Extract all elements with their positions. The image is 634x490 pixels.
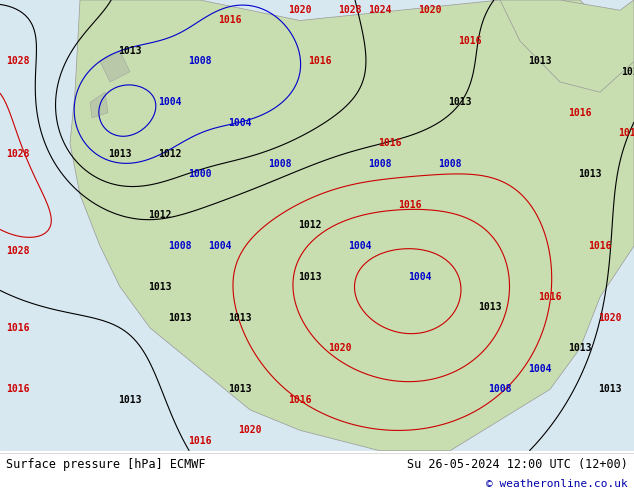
- Text: 1004: 1004: [528, 364, 552, 374]
- Text: 1020: 1020: [598, 313, 622, 322]
- Text: 1016: 1016: [588, 241, 612, 251]
- Polygon shape: [90, 92, 108, 118]
- Text: 1013: 1013: [578, 169, 602, 179]
- Text: 1013: 1013: [228, 313, 252, 322]
- Text: 1013: 1013: [448, 98, 472, 107]
- Text: 1024: 1024: [368, 5, 392, 15]
- Text: 1013: 1013: [478, 302, 501, 312]
- Text: 1013: 1013: [228, 384, 252, 394]
- Polygon shape: [500, 0, 634, 92]
- Text: 1013: 1013: [148, 282, 172, 292]
- Text: 1013: 1013: [119, 46, 142, 56]
- Polygon shape: [100, 51, 130, 82]
- Text: 1028: 1028: [339, 5, 362, 15]
- Text: 1016: 1016: [538, 292, 562, 302]
- Text: 1004: 1004: [408, 271, 432, 282]
- Text: 1016: 1016: [188, 436, 212, 445]
- Text: 1016: 1016: [218, 16, 242, 25]
- Text: 1008: 1008: [188, 56, 212, 67]
- Text: 1028: 1028: [6, 56, 30, 67]
- Text: 1004: 1004: [208, 241, 232, 251]
- Text: 1020: 1020: [328, 343, 352, 353]
- Text: 1013: 1013: [168, 313, 191, 322]
- Text: 1020: 1020: [418, 5, 442, 15]
- Text: 1013: 1013: [298, 271, 321, 282]
- Text: 1016: 1016: [458, 36, 482, 46]
- Text: 1016: 1016: [568, 108, 592, 118]
- Text: 1028: 1028: [6, 148, 30, 159]
- Text: 1013: 1013: [598, 384, 622, 394]
- Text: 1020: 1020: [238, 425, 262, 435]
- Text: Surface pressure [hPa] ECMWF: Surface pressure [hPa] ECMWF: [6, 458, 206, 471]
- Text: 1004: 1004: [228, 118, 252, 128]
- Text: 1012: 1012: [298, 220, 321, 230]
- Text: 1016: 1016: [6, 323, 30, 333]
- Text: 1012: 1012: [148, 210, 172, 220]
- Text: 1008: 1008: [488, 384, 512, 394]
- Text: © weatheronline.co.uk: © weatheronline.co.uk: [486, 479, 628, 489]
- Text: 1004: 1004: [158, 98, 182, 107]
- Text: 1016: 1016: [398, 200, 422, 210]
- Text: 1008: 1008: [268, 159, 292, 169]
- Text: 1016: 1016: [308, 56, 332, 67]
- Polygon shape: [70, 0, 634, 451]
- Text: 1008: 1008: [438, 159, 462, 169]
- Text: 1013: 1013: [108, 148, 132, 159]
- Text: 1008: 1008: [168, 241, 191, 251]
- Text: 1012: 1012: [158, 148, 182, 159]
- Text: 1016: 1016: [618, 128, 634, 138]
- Text: 1016: 1016: [288, 394, 312, 405]
- Text: 1004: 1004: [348, 241, 372, 251]
- Text: 1028: 1028: [6, 246, 30, 256]
- Text: 1016: 1016: [378, 139, 402, 148]
- Text: 1020: 1020: [288, 5, 312, 15]
- Text: 1008: 1008: [368, 159, 392, 169]
- Text: Su 26-05-2024 12:00 UTC (12+00): Su 26-05-2024 12:00 UTC (12+00): [407, 458, 628, 471]
- Text: 1013: 1013: [528, 56, 552, 67]
- Text: 1013: 1013: [119, 394, 142, 405]
- Text: 1000: 1000: [188, 169, 212, 179]
- Text: 101: 101: [621, 67, 634, 77]
- Text: 1013: 1013: [568, 343, 592, 353]
- Text: 1016: 1016: [6, 384, 30, 394]
